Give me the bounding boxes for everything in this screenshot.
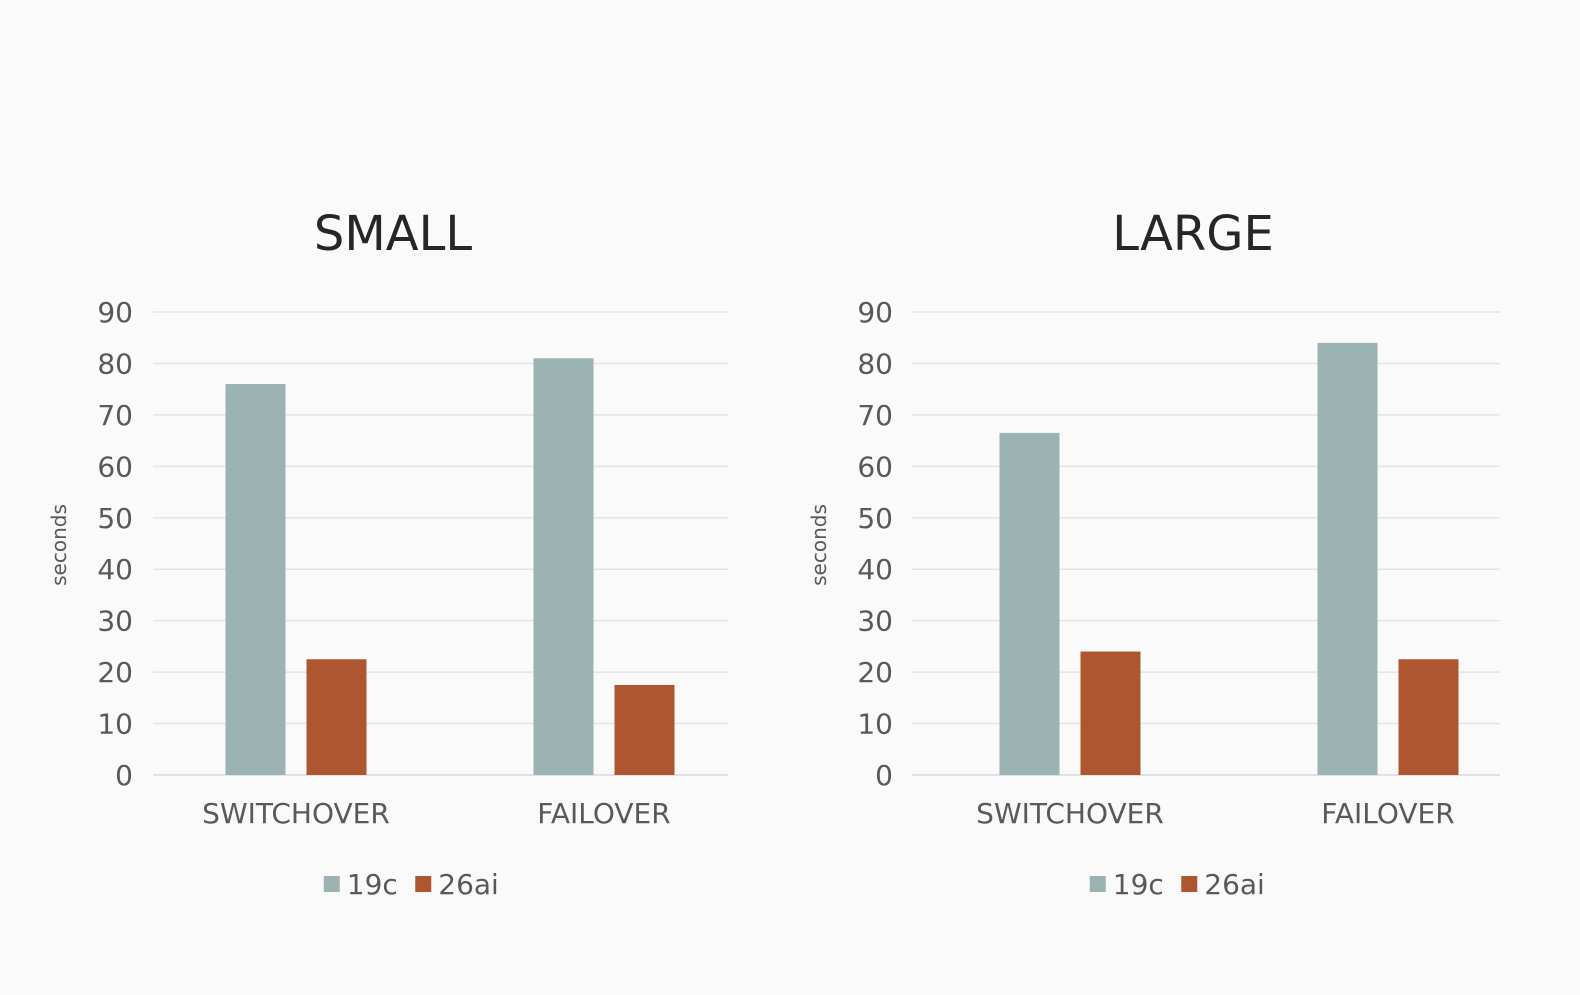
x-category-large-failover: FAILOVER [1321,797,1454,830]
legend-label-small-26ai: 26ai [438,868,499,901]
legend-swatch-small-26ai [415,876,432,892]
y-tick-large-80: 80 [857,347,893,380]
y-tick-large-10: 10 [857,708,893,741]
y-tick-small-70: 70 [97,399,133,432]
small-chart: SMALL seconds 0 10 20 30 40 50 60 70 80 90 SWITCHO… [47,206,728,901]
legend-label-large-26ai: 26ai [1204,868,1265,901]
y-tick-large-20: 20 [857,656,893,689]
y-tick-large-30: 30 [857,605,893,638]
chart-title-small: SMALL [314,206,472,262]
y-tick-small-30: 30 [97,605,133,638]
legend-swatch-small-19c [323,876,340,892]
y-tick-small-10: 10 [97,708,133,741]
y-tick-large-70: 70 [857,399,893,432]
x-category-small-switchover: SWITCHOVER [202,797,390,830]
y-tick-small-40: 40 [97,553,133,586]
y-tick-small-90: 90 [97,296,133,329]
chart-title-large: LARGE [1112,206,1274,262]
bar-small-switchover-19c [225,384,286,775]
y-tick-large-90: 90 [857,296,893,329]
bar-large-switchover-26ai [1080,651,1141,775]
y-tick-small-0: 0 [115,759,133,792]
y-tick-small-80: 80 [97,347,133,380]
legend-label-large-19c: 19c [1113,868,1164,901]
legend-swatch-large-19c [1089,876,1106,892]
legend-label-small-19c: 19c [347,868,398,901]
large-chart: LARGE seconds 0 10 20 30 40 50 60 70 80 90 SWITCHO… [807,206,1500,901]
legend-swatch-large-26ai [1181,876,1198,892]
y-tick-small-20: 20 [97,656,133,689]
bar-small-failover-19c [533,358,594,775]
y-tick-small-50: 50 [97,502,133,535]
y-tick-small-60: 60 [97,450,133,483]
bar-small-switchover-26ai [306,659,367,775]
y-tick-large-40: 40 [857,553,893,586]
x-category-small-failover: FAILOVER [537,797,670,830]
bar-large-switchover-19c [999,432,1060,775]
y-tick-large-60: 60 [857,450,893,483]
bar-large-failover-26ai [1398,659,1459,775]
bar-large-failover-19c [1317,342,1378,775]
y-axis-label-small: seconds [47,504,71,586]
bar-small-failover-26ai [614,684,675,775]
y-tick-large-0: 0 [875,759,893,792]
y-axis-label-large: seconds [807,504,831,586]
y-tick-large-50: 50 [857,502,893,535]
x-category-large-switchover: SWITCHOVER [976,797,1164,830]
